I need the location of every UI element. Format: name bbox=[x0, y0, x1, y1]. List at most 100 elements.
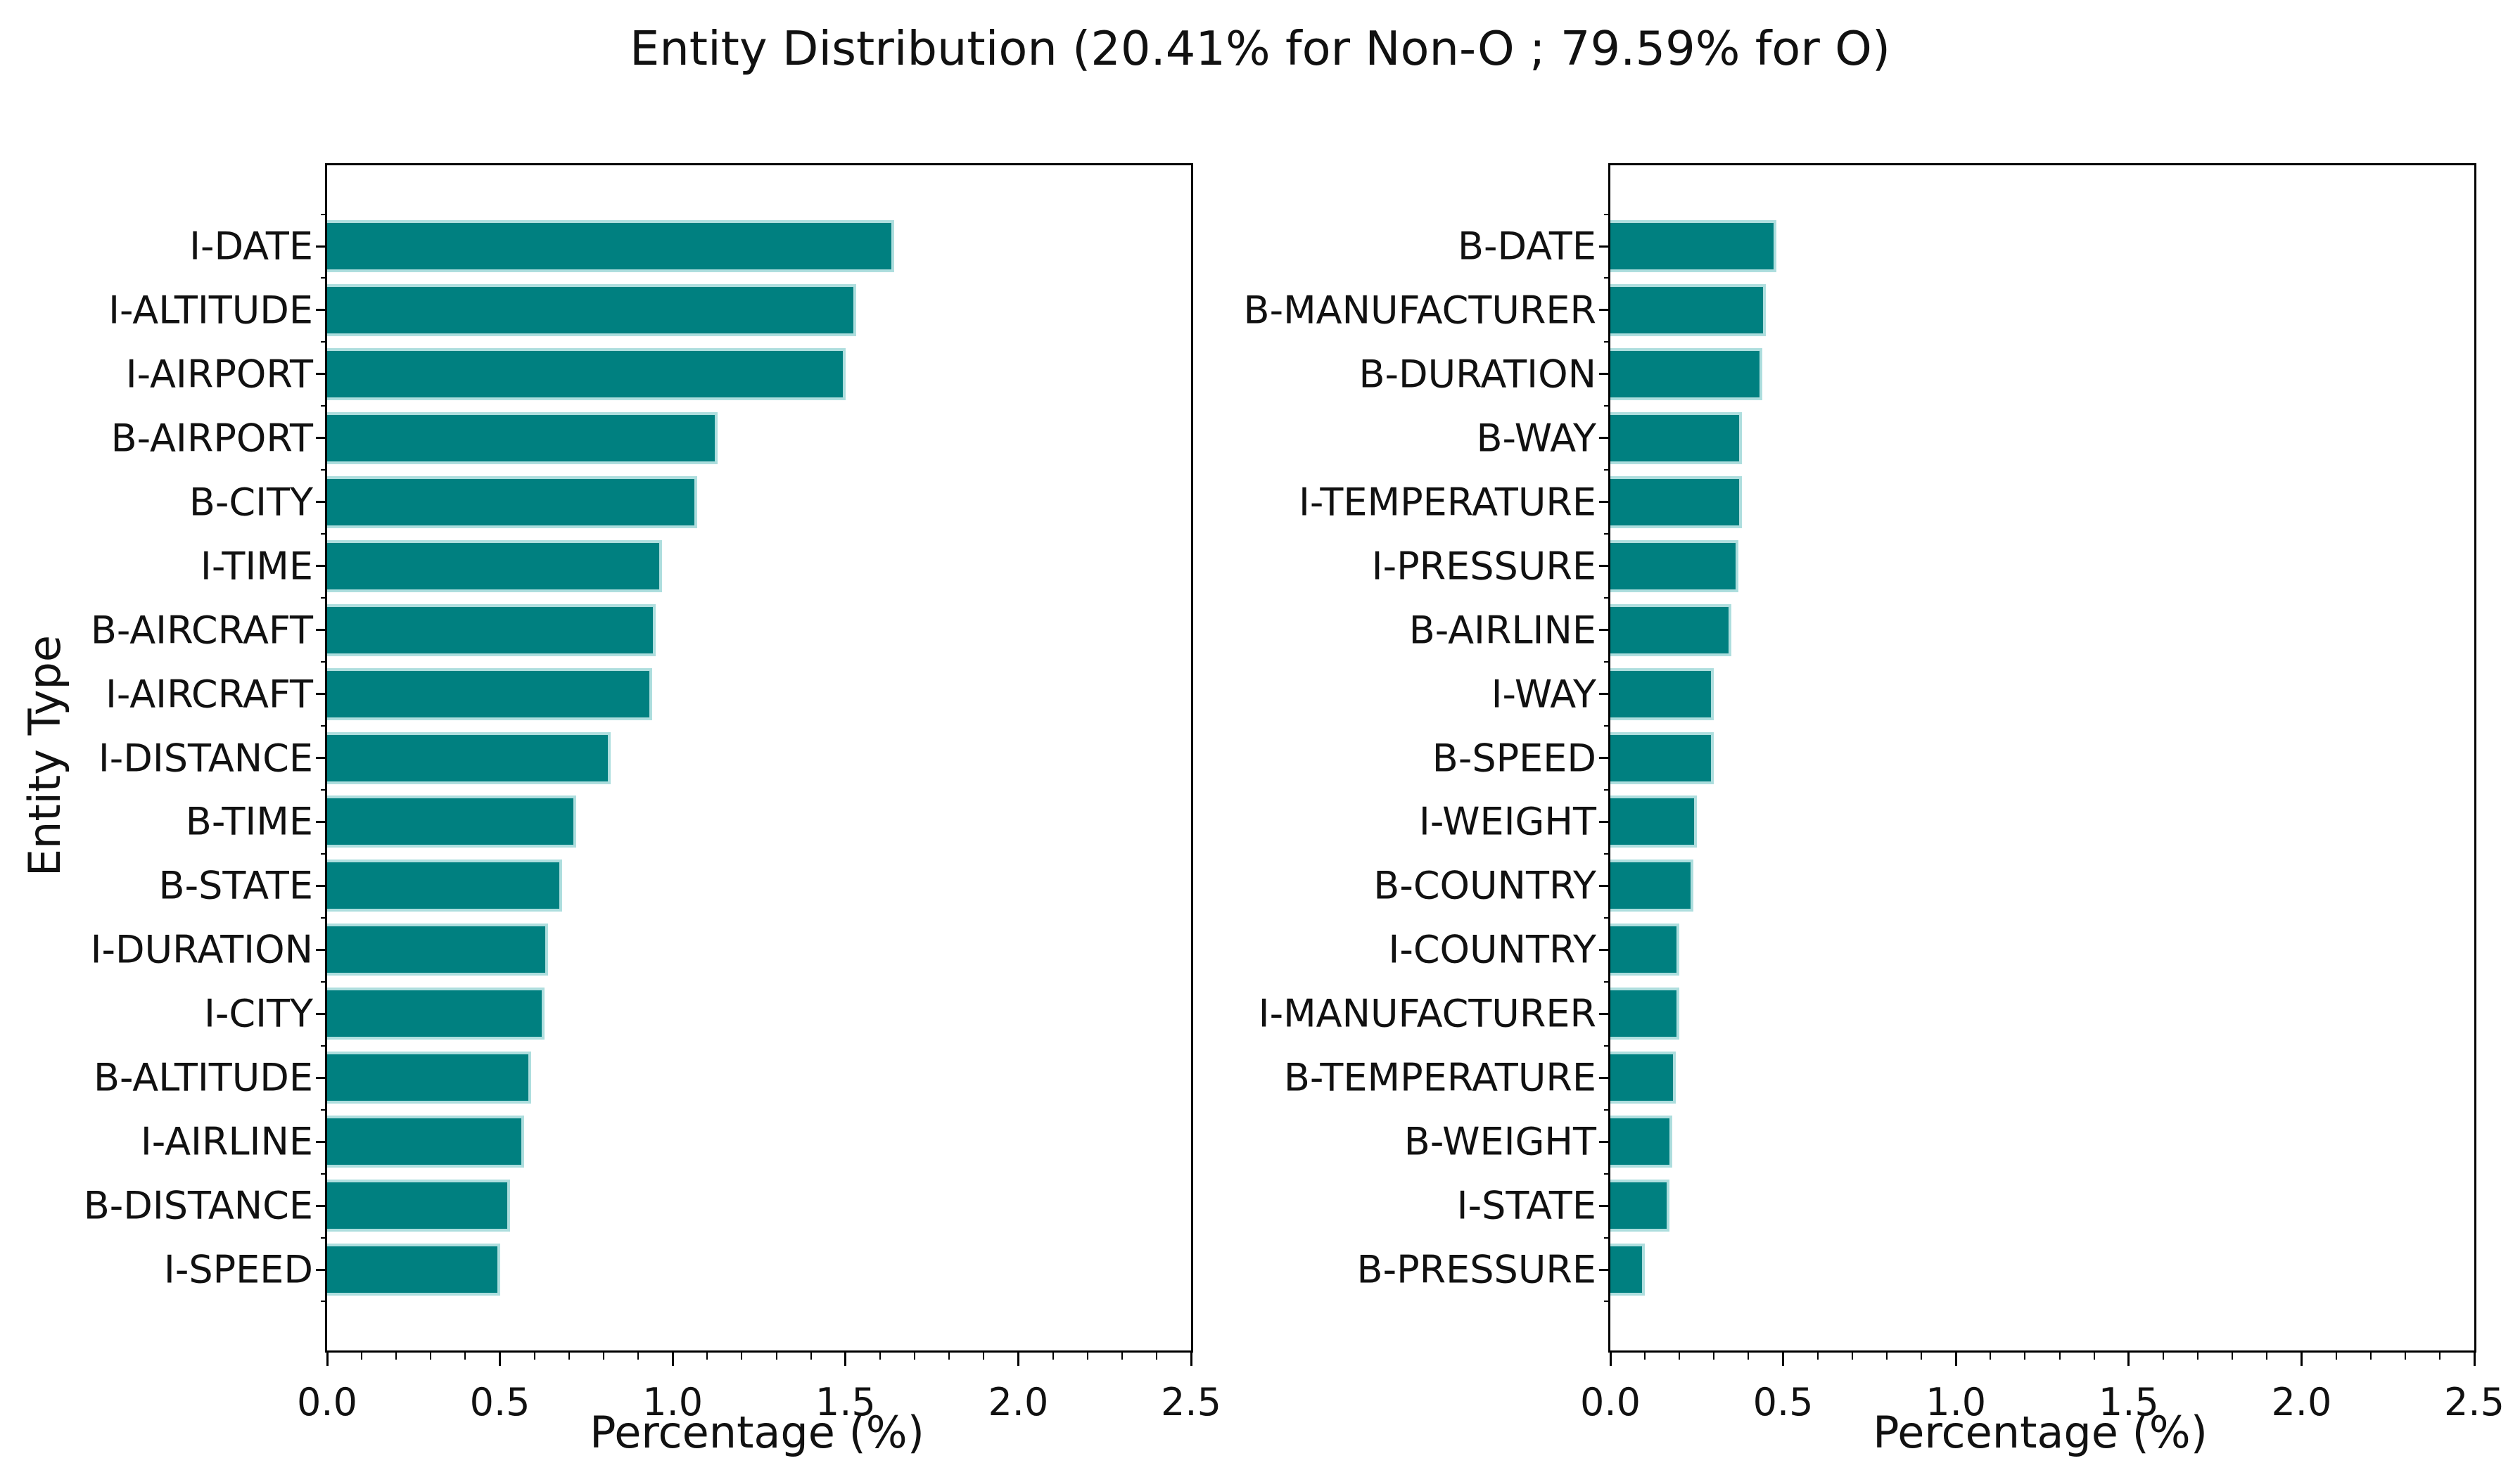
y-tick bbox=[316, 309, 327, 312]
y-minor-tick bbox=[321, 1173, 327, 1175]
x-minor-tick bbox=[2162, 1350, 2164, 1360]
y-minor-tick bbox=[1604, 1044, 1610, 1047]
y-minor-tick bbox=[1604, 661, 1610, 663]
y-tick-label: I-AIRPORT bbox=[125, 352, 313, 397]
y-tick bbox=[316, 1268, 327, 1271]
x-minor-tick bbox=[533, 1350, 535, 1360]
x-tick bbox=[2473, 1350, 2476, 1366]
x-tick bbox=[2127, 1350, 2130, 1366]
y-minor-tick bbox=[321, 1301, 327, 1303]
y-tick-label: I-PRESSURE bbox=[1371, 544, 1596, 589]
y-tick bbox=[1599, 884, 1610, 887]
bar-i-airline bbox=[327, 1116, 524, 1168]
x-tick-label: 0.5 bbox=[1752, 1380, 1814, 1424]
x-tick bbox=[1017, 1350, 1019, 1366]
y-tick bbox=[1599, 1076, 1610, 1079]
x-minor-tick bbox=[395, 1350, 397, 1360]
y-tick-label: B-CITY bbox=[189, 480, 313, 525]
bar-b-distance bbox=[327, 1180, 510, 1232]
y-tick-label: B-TEMPERATURE bbox=[1283, 1055, 1596, 1100]
bar-b-aircraft bbox=[327, 603, 656, 656]
bar-i-way bbox=[1610, 667, 1714, 720]
x-tick-label: 1.5 bbox=[815, 1380, 876, 1424]
x-minor-tick bbox=[361, 1350, 363, 1360]
y-tick-label: B-COUNTRY bbox=[1373, 863, 1596, 908]
x-minor-tick bbox=[602, 1350, 604, 1360]
bar-i-altitude bbox=[327, 283, 856, 336]
y-tick-label: I-CITY bbox=[203, 991, 313, 1036]
bar-i-aircraft bbox=[327, 667, 652, 720]
bar-i-pressure bbox=[1610, 539, 1738, 592]
y-tick bbox=[316, 1012, 327, 1015]
x-tick bbox=[326, 1350, 329, 1366]
y-minor-tick bbox=[1604, 916, 1610, 919]
x-minor-tick bbox=[2093, 1350, 2095, 1360]
x-tick bbox=[1190, 1350, 1192, 1366]
y-tick bbox=[316, 501, 327, 504]
y-tick-label: B-AIRPORT bbox=[110, 416, 313, 461]
y-tick-label: I-WEIGHT bbox=[1418, 799, 1596, 844]
x-minor-tick bbox=[948, 1350, 950, 1360]
x-tick bbox=[671, 1350, 674, 1366]
x-tick bbox=[499, 1350, 502, 1366]
y-minor-tick bbox=[1604, 277, 1610, 279]
y-minor-tick bbox=[321, 980, 327, 983]
y-tick-label: I-DURATION bbox=[90, 927, 313, 972]
y-tick-label: I-AIRCRAFT bbox=[106, 672, 313, 717]
y-tick bbox=[316, 629, 327, 632]
y-minor-tick bbox=[1604, 533, 1610, 535]
x-axis-title-left: Percentage (%) bbox=[590, 1407, 924, 1458]
y-minor-tick bbox=[321, 533, 327, 535]
bar-b-state bbox=[327, 860, 562, 912]
bar-b-altitude bbox=[327, 1052, 531, 1104]
y-tick bbox=[1599, 948, 1610, 951]
x-minor-tick bbox=[983, 1350, 985, 1360]
x-minor-tick bbox=[810, 1350, 812, 1360]
y-minor-tick bbox=[1604, 469, 1610, 471]
y-minor-tick bbox=[321, 852, 327, 855]
y-tick bbox=[316, 884, 327, 887]
x-minor-tick bbox=[1052, 1350, 1054, 1360]
y-minor-tick bbox=[321, 916, 327, 919]
x-tick-label: 1.5 bbox=[2098, 1380, 2159, 1424]
bar-i-time bbox=[327, 539, 662, 592]
y-minor-tick bbox=[321, 469, 327, 471]
y-tick-label: I-TEMPERATURE bbox=[1298, 480, 1596, 525]
y-minor-tick bbox=[1604, 341, 1610, 343]
y-minor-tick bbox=[1604, 725, 1610, 727]
y-minor-tick bbox=[321, 405, 327, 407]
x-tick-label: 0.5 bbox=[469, 1380, 530, 1424]
x-tick-label: 1.0 bbox=[1926, 1380, 1987, 1424]
y-tick bbox=[1599, 309, 1610, 312]
x-minor-tick bbox=[1121, 1350, 1123, 1360]
x-tick-label: 0.0 bbox=[297, 1380, 357, 1424]
y-minor-tick bbox=[321, 1044, 327, 1047]
bar-i-weight bbox=[1610, 796, 1697, 848]
y-tick bbox=[316, 757, 327, 759]
y-tick bbox=[1599, 820, 1610, 823]
y-minor-tick bbox=[1604, 980, 1610, 983]
y-minor-tick bbox=[1604, 1301, 1610, 1303]
x-minor-tick bbox=[775, 1350, 777, 1360]
right-plot-area: B-DATE B-MANUFACTURER B-DURATION B-WAY I-TEM… bbox=[1244, 163, 2505, 1424]
x-minor-tick bbox=[2369, 1350, 2372, 1360]
y-tick bbox=[1599, 245, 1610, 248]
x-minor-tick bbox=[568, 1350, 570, 1360]
y-minor-tick bbox=[1604, 1109, 1610, 1111]
y-tick-label: B-ALTITUDE bbox=[93, 1055, 313, 1100]
y-minor-tick bbox=[321, 341, 327, 343]
y-tick-label: B-DATE bbox=[1457, 224, 1596, 269]
x-minor-tick bbox=[2232, 1350, 2234, 1360]
x-minor-tick bbox=[464, 1350, 466, 1360]
y-tick bbox=[316, 245, 327, 248]
y-tick-label: B-WEIGHT bbox=[1404, 1119, 1596, 1164]
y-minor-tick bbox=[321, 788, 327, 791]
y-tick-label: B-DURATION bbox=[1358, 352, 1596, 397]
y-minor-tick bbox=[1604, 597, 1610, 599]
x-tick-label: 2.5 bbox=[1161, 1380, 1221, 1424]
x-minor-tick bbox=[2404, 1350, 2406, 1360]
y-tick-label: I-COUNTRY bbox=[1388, 927, 1596, 972]
y-tick-label: B-AIRLINE bbox=[1408, 608, 1596, 653]
bar-i-duration bbox=[327, 924, 548, 976]
y-minor-tick bbox=[321, 1237, 327, 1239]
